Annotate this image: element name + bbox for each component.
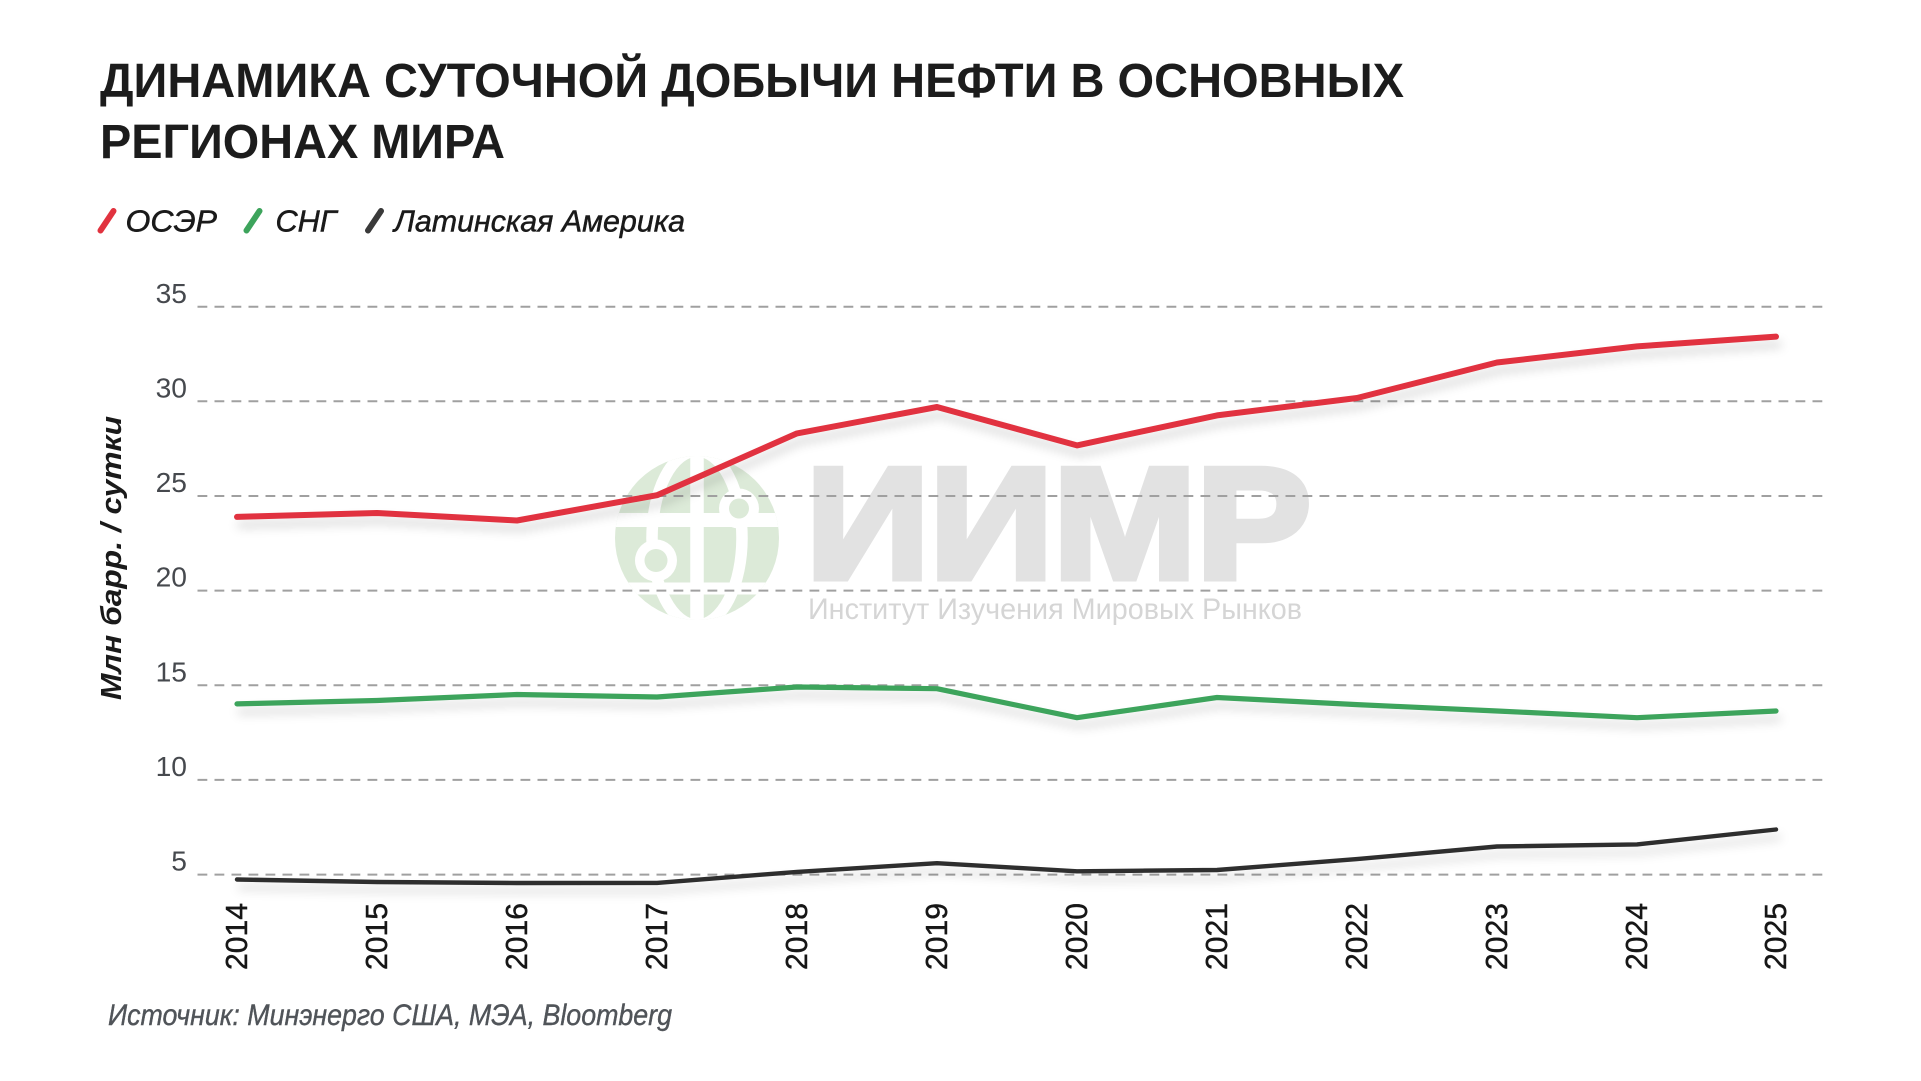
svg-text:2019: 2019 — [919, 903, 954, 970]
svg-text:2020: 2020 — [1059, 903, 1094, 970]
svg-text:ДИНАМИКА СУТОЧНОЙ ДОБЫЧИ НЕФТИ: ДИНАМИКА СУТОЧНОЙ ДОБЫЧИ НЕФТИ В ОСНОВНЫ… — [100, 53, 1404, 108]
svg-text:2015: 2015 — [359, 903, 394, 970]
svg-text:2022: 2022 — [1339, 903, 1374, 970]
svg-text:2024: 2024 — [1619, 903, 1654, 970]
svg-text:ИИМР: ИИМР — [806, 436, 1311, 612]
svg-text:15: 15 — [156, 656, 187, 687]
svg-text:СНГ: СНГ — [276, 204, 339, 239]
svg-text:Млн барр. / сутки: Млн барр. / сутки — [96, 416, 128, 700]
svg-text:20: 20 — [156, 562, 187, 593]
svg-text:2023: 2023 — [1479, 903, 1514, 970]
svg-text:5: 5 — [171, 846, 187, 877]
svg-text:2017: 2017 — [639, 903, 674, 970]
svg-text:35: 35 — [156, 278, 187, 309]
svg-text:25: 25 — [156, 467, 187, 498]
svg-text:2025: 2025 — [1758, 903, 1793, 970]
svg-text:ОСЭР: ОСЭР — [126, 204, 218, 239]
svg-text:РЕГИОНАХ МИРА: РЕГИОНАХ МИРА — [100, 116, 505, 169]
svg-text:Источник: Минэнерго США, МЭА,: Источник: Минэнерго США, МЭА, Bloomberg — [108, 999, 672, 1032]
svg-text:Институт Изучения Мировых Рынк: Институт Изучения Мировых Рынков — [808, 593, 1302, 626]
svg-text:Латинская Америка: Латинская Америка — [392, 204, 685, 239]
svg-text:2018: 2018 — [779, 903, 814, 970]
svg-text:30: 30 — [156, 372, 187, 403]
svg-text:2021: 2021 — [1199, 903, 1234, 970]
svg-text:2014: 2014 — [219, 903, 254, 970]
svg-text:2016: 2016 — [499, 903, 534, 970]
svg-text:10: 10 — [156, 751, 187, 782]
